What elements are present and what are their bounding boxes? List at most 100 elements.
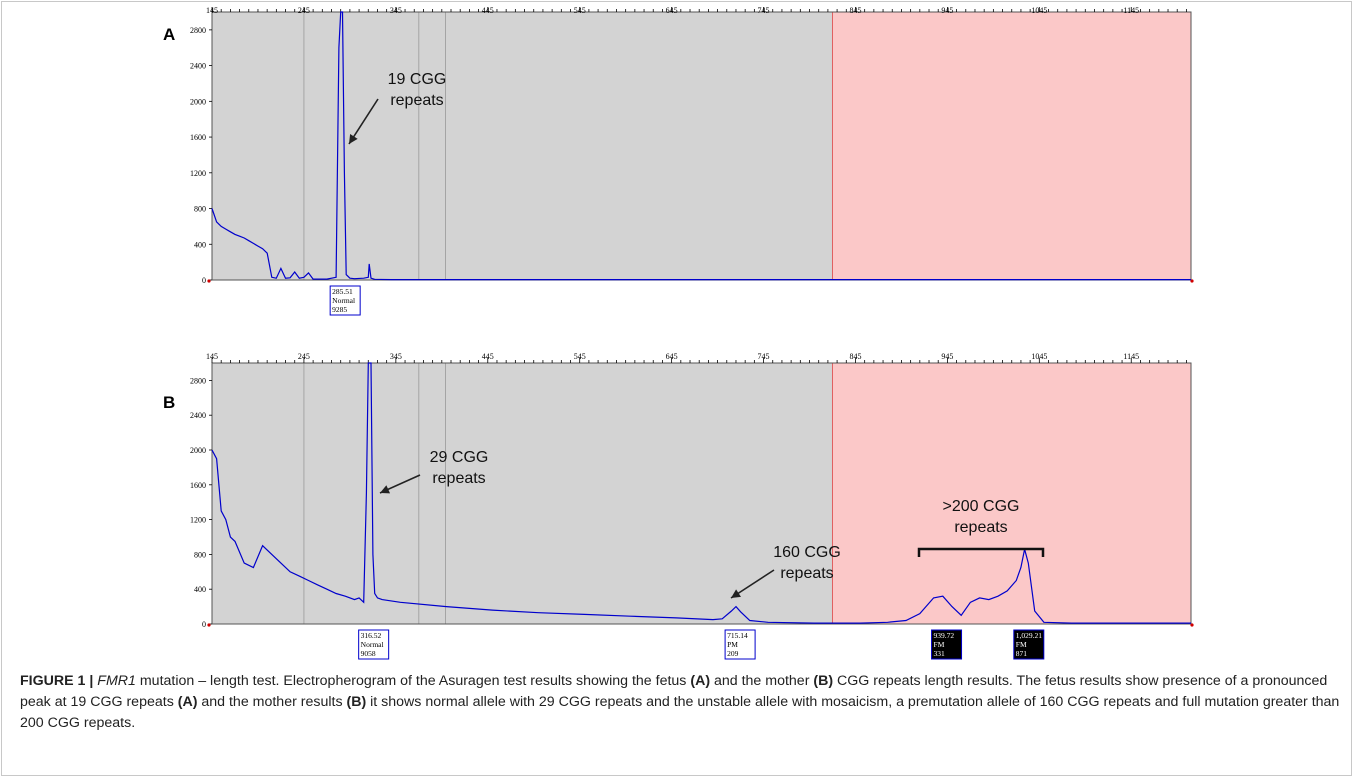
- peak-label-text: 939.72: [934, 631, 955, 640]
- axis-origin-dot: [207, 623, 211, 627]
- y-tick-label: 0: [202, 620, 206, 629]
- y-tick-label: 800: [194, 550, 206, 559]
- peak-label-text: FM: [1016, 640, 1027, 649]
- y-tick-label: 1600: [190, 133, 206, 142]
- caption-text-3: CGG repeats length results. The fetus re…: [20, 673, 1328, 710]
- y-tick-label: 2400: [190, 62, 206, 71]
- peak-label-text: 1,029.21: [1016, 631, 1043, 640]
- annotation-line-2: repeats: [780, 565, 833, 582]
- x-tick-label: 1045: [1031, 352, 1047, 361]
- caption-ref-a: (A): [690, 673, 711, 689]
- x-tick-label: 445: [482, 352, 494, 361]
- y-tick-label: 2800: [190, 376, 206, 385]
- y-tick-label: 400: [194, 240, 206, 249]
- annotation-arrow-head: [731, 589, 741, 598]
- annotation-line-1: 160 CGG: [773, 544, 841, 561]
- peak-label-text: PM: [727, 640, 738, 649]
- x-tick-label: 1145: [1123, 352, 1139, 361]
- panel-letter: A: [163, 25, 175, 44]
- peak-label-text: 715.14: [727, 631, 748, 640]
- caption-text-1: mutation – length test. Electropherogram…: [135, 673, 691, 689]
- peak-label-text: Normal: [332, 296, 355, 305]
- caption-text-4: and the mother results: [197, 694, 347, 710]
- peak-label-text: 9058: [361, 649, 376, 658]
- peak-label-text: 285.51: [332, 287, 353, 296]
- panel-b-electropherogram: B 145 245 345 445 545 645 745 845 945 1045 1145 0 400…: [163, 352, 1194, 660]
- caption-figure-label: FIGURE 1 |: [20, 673, 94, 689]
- peak-label-text: 331: [934, 649, 946, 658]
- x-tick-label: 845: [849, 352, 861, 361]
- x-tick-label: 745: [758, 352, 770, 361]
- annotation-line-1: >200 CGG: [943, 498, 1020, 515]
- caption-ref-a-2: (A): [177, 694, 198, 710]
- annotation: 29 CGG repeats: [379, 449, 489, 494]
- x-tick-label: 245: [298, 6, 310, 15]
- peak-label-box: [931, 629, 963, 660]
- axis-end-dot: [1190, 279, 1194, 283]
- y-tick-label: 0: [202, 276, 206, 285]
- signal-trace: [211, 11, 1191, 281]
- axis-origin-dot: [207, 279, 211, 283]
- annotation: 19 CGG repeats: [348, 71, 447, 145]
- full-mutation-region: [832, 12, 1191, 280]
- x-tick-label: 845: [849, 6, 861, 15]
- panel-a-electropherogram: A 145 245 345 445 545 645 745 845 945 1045 1145 0 400…: [163, 6, 1194, 316]
- peak-label-text: 316.52: [361, 631, 382, 640]
- plot-background: [212, 363, 833, 624]
- annotation-arrow-head: [380, 485, 391, 494]
- peak-label-box: [358, 629, 390, 660]
- annotation: 160 CGG repeats: [730, 544, 841, 599]
- x-tick-label: 945: [941, 352, 953, 361]
- annotation-line-1: 19 CGG: [388, 71, 447, 88]
- axis-end-dot: [1190, 623, 1194, 627]
- annotation-line-2: repeats: [390, 92, 443, 109]
- peak-label-text: 9285: [332, 305, 347, 314]
- annotation-line-1: 29 CGG: [430, 449, 489, 466]
- caption-ref-b-2: (B): [346, 694, 367, 710]
- annotation-arrow-head: [349, 133, 358, 144]
- x-tick-label: 645: [666, 352, 678, 361]
- peak-label-text: 871: [1016, 649, 1028, 658]
- electropherogram-figure: A 145 245 345 445 545 645 745 845 945 1045 1145 0 400…: [163, 6, 1194, 660]
- full-mutation-region: [832, 363, 1191, 624]
- annotation-line-2: repeats: [954, 519, 1007, 536]
- panel-letter: B: [163, 393, 175, 412]
- y-tick-label: 400: [194, 585, 206, 594]
- x-tick-label: 445: [482, 6, 494, 15]
- plot-background: [212, 12, 833, 280]
- caption-text-2: and the mother: [710, 673, 814, 689]
- y-tick-label: 2000: [190, 97, 206, 106]
- peak-label-text: 209: [727, 649, 739, 658]
- x-tick-label: 145: [206, 6, 218, 15]
- x-tick-label: 345: [390, 352, 402, 361]
- y-tick-label: 1600: [190, 481, 206, 490]
- peak-label-text: Normal: [361, 640, 384, 649]
- caption-gene-name: FMR1: [97, 673, 136, 689]
- x-tick-label: 945: [941, 6, 953, 15]
- signal-trace: [211, 362, 1191, 624]
- x-tick-label: 1145: [1123, 6, 1139, 15]
- peak-label-box: [1013, 629, 1045, 660]
- y-tick-label: 1200: [190, 516, 206, 525]
- x-tick-label: 1045: [1031, 6, 1047, 15]
- peak-label-text: FM: [934, 640, 945, 649]
- annotation-line-2: repeats: [432, 470, 485, 487]
- y-tick-label: 2800: [190, 26, 206, 35]
- y-tick-label: 800: [194, 205, 206, 214]
- annotation-bracket: [917, 547, 1045, 557]
- y-tick-label: 1200: [190, 169, 206, 178]
- x-tick-label: 245: [298, 352, 310, 361]
- x-tick-label: 145: [206, 352, 218, 361]
- caption-text-5: it shows normal allele with 29 CGG repea…: [20, 694, 1340, 731]
- x-tick-label: 345: [390, 6, 402, 15]
- peak-label-box: [724, 629, 756, 660]
- peak-label-box: [329, 285, 361, 316]
- y-tick-label: 2000: [190, 446, 206, 455]
- caption-ref-b: (B): [813, 673, 834, 689]
